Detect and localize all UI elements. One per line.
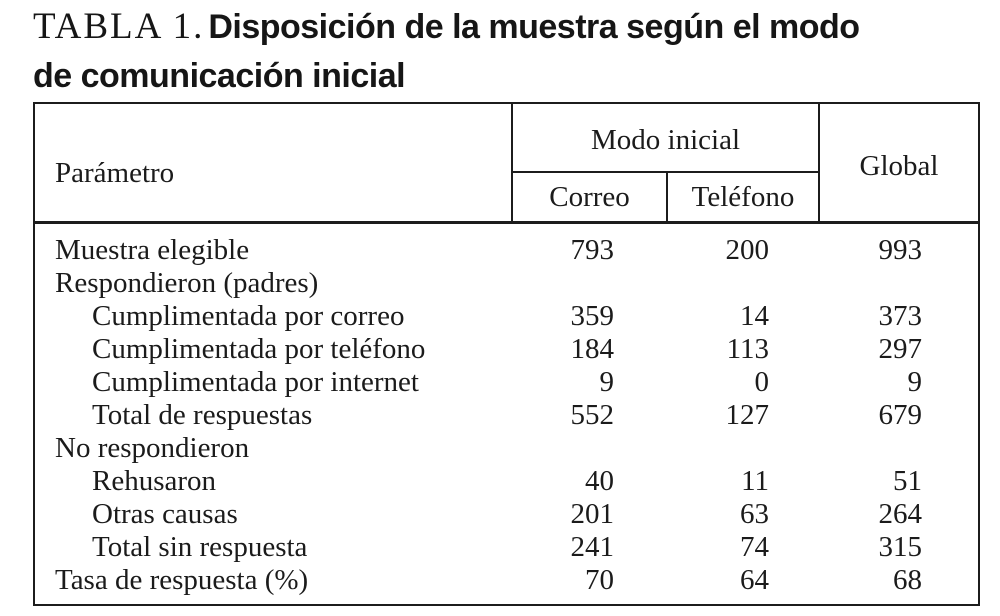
global-value: 373: [878, 300, 923, 332]
table-row: Cumplimentada por teléfono 184 113 297: [34, 333, 979, 366]
header-row-group: Parámetro Modo inicial Global: [34, 103, 980, 224]
global-value: 315: [878, 531, 923, 563]
row-label: Total de respuestas: [92, 399, 313, 431]
telefono-value: [667, 267, 819, 300]
row-label: Muestra elegible: [55, 234, 250, 266]
table-row: Total de respuestas 552 127 679: [34, 399, 979, 432]
table-row: Tasa de respuesta (%) 70 64 68: [34, 564, 979, 605]
row-label: Tasa de respuesta (%): [55, 564, 309, 596]
telefono-value: 11: [741, 465, 770, 497]
correo-value: 70: [585, 564, 614, 596]
telefono-value: 0: [754, 366, 770, 398]
table-row: Rehusaron 40 11 51: [34, 465, 979, 498]
row-label: Cumplimentada por internet: [92, 366, 419, 398]
table-row: No respondieron: [34, 432, 979, 465]
telefono-value: 200: [725, 234, 770, 266]
global-value: 9: [907, 366, 923, 398]
correo-value: 9: [599, 366, 615, 398]
header-cell-parametro: Parámetro: [34, 103, 513, 224]
row-label: Respondieron (padres): [55, 267, 319, 299]
correo-value: 40: [585, 465, 614, 497]
global-value: 679: [878, 399, 923, 431]
row-label: Cumplimentada por correo: [92, 300, 405, 332]
global-value: 297: [878, 333, 923, 365]
row-label: No respondieron: [55, 432, 250, 464]
table-title-line1: Disposición de la muestra según el modo: [208, 8, 860, 46]
global-value: [819, 432, 979, 465]
table-title-line2: de comunicación inicial: [33, 57, 406, 95]
row-label: Rehusaron: [92, 465, 217, 497]
table-row: Respondieron (padres): [34, 267, 979, 300]
correo-value: 201: [570, 498, 615, 530]
table-row: Cumplimentada por internet 9 0 9: [34, 366, 979, 399]
table-row: Total sin respuesta 241 74 315: [34, 531, 979, 564]
header-row-sub: Correo Teléfono: [34, 172, 979, 224]
page-title: TABLA 1. Disposición de la muestra según…: [33, 6, 933, 104]
row-label: Otras causas: [92, 498, 238, 530]
telefono-value: 63: [740, 498, 770, 530]
table-row: Muestra elegible 793 200 993: [34, 223, 979, 268]
correo-value: 359: [570, 300, 615, 332]
table-row: Otras causas 201 63 264: [34, 498, 979, 531]
correo-value: 552: [570, 399, 615, 431]
telefono-value: [667, 432, 819, 465]
table-number-label: TABLA 1.: [33, 6, 205, 47]
row-label: Total sin respuesta: [92, 531, 308, 563]
global-value: 993: [878, 234, 923, 266]
row-label: Cumplimentada por teléfono: [92, 333, 426, 365]
header-cell-global: Global: [818, 103, 980, 224]
correo-value: [512, 432, 667, 465]
global-value: 264: [878, 498, 923, 530]
correo-value: 241: [570, 531, 615, 563]
header-cell-correo: Correo: [512, 172, 668, 224]
results-table: Parámetro Modo inicial Global Correo Tel…: [33, 102, 981, 606]
telefono-value: 14: [740, 300, 770, 332]
telefono-value: 64: [740, 564, 770, 596]
header-cell-modo-inicial: Modo inicial: [512, 103, 820, 173]
correo-value: 793: [570, 234, 615, 266]
table-row: Cumplimentada por correo 359 14 373: [34, 300, 979, 333]
global-value: 68: [893, 564, 923, 596]
telefono-value: 74: [740, 531, 770, 563]
global-value: 51: [893, 465, 923, 497]
correo-value: 184: [570, 333, 615, 365]
telefono-value: 113: [726, 333, 770, 365]
global-value: [819, 267, 979, 300]
header-cell-telefono: Teléfono: [667, 172, 820, 224]
telefono-value: 127: [725, 399, 770, 431]
correo-value: [512, 267, 667, 300]
